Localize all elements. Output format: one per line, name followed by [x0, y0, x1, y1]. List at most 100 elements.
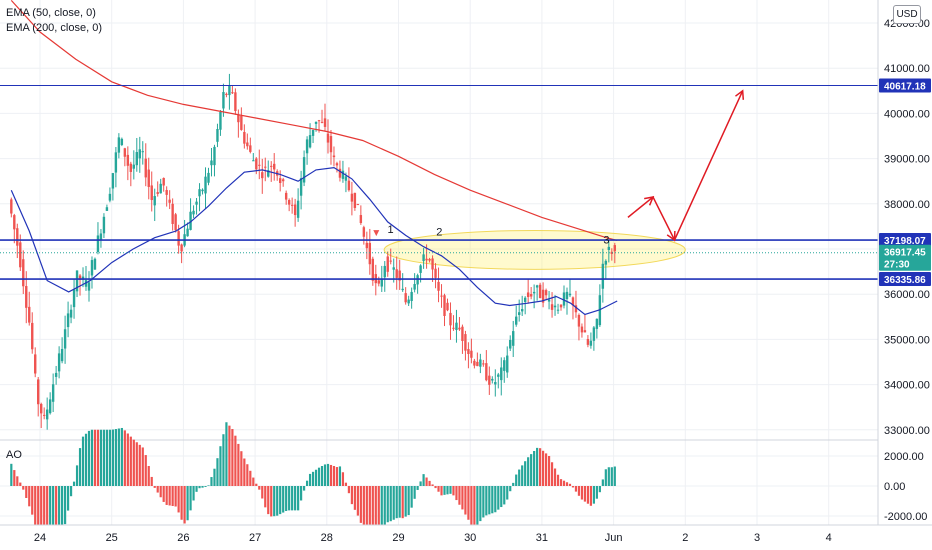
- ao-bar: [395, 486, 398, 519]
- candle-body: [39, 403, 43, 414]
- candle-body: [186, 228, 189, 237]
- ao-bar: [114, 429, 117, 486]
- ao-bar: [183, 486, 186, 524]
- ao-bar: [431, 484, 434, 486]
- ao-bar: [126, 433, 129, 486]
- ao-bar: [132, 439, 135, 486]
- ao-bar: [329, 464, 333, 486]
- candle-body: [377, 280, 380, 284]
- candle-body: [434, 268, 437, 278]
- ao-bar: [359, 486, 362, 523]
- ao-bar: [267, 486, 270, 515]
- candle-body: [213, 146, 216, 166]
- ao-bar: [55, 486, 58, 550]
- ao-bar: [356, 486, 359, 516]
- x-tick-label: 26: [177, 532, 189, 544]
- ao-bar: [347, 486, 351, 494]
- x-tick-label: 31: [536, 532, 548, 544]
- ao-bar: [461, 486, 464, 510]
- ao-bar: [288, 486, 291, 511]
- currency-button[interactable]: USD: [893, 5, 921, 24]
- ao-bar: [392, 486, 395, 520]
- arrow-head-icon: [644, 196, 655, 206]
- ao-bar: [150, 476, 153, 486]
- candle-body: [111, 173, 115, 189]
- candle-body: [538, 284, 542, 299]
- ao-bar: [586, 486, 590, 504]
- ao-bar: [374, 486, 377, 539]
- candle-body: [90, 260, 94, 276]
- candle-body: [207, 172, 210, 183]
- legend-ema50[interactable]: EMA (50, close, 0): [6, 7, 96, 19]
- candle-body: [589, 340, 593, 346]
- ao-bar: [69, 486, 73, 497]
- pattern-label: 2: [436, 226, 442, 238]
- candle-body: [299, 178, 303, 196]
- ao-bar: [398, 486, 401, 518]
- candle-body: [138, 149, 141, 159]
- candle-body: [440, 295, 443, 297]
- candle-body: [96, 235, 100, 253]
- ao-bar: [434, 486, 437, 489]
- ao-bar: [216, 458, 219, 486]
- candle-body: [476, 361, 479, 367]
- candle-body: [234, 92, 237, 111]
- ao-bar: [541, 450, 545, 486]
- time-axis-bg: [0, 525, 932, 550]
- candle-body: [526, 292, 530, 298]
- ao-bar: [470, 486, 473, 525]
- ao-bar: [147, 466, 150, 486]
- candle-body: [380, 278, 383, 287]
- candle-body: [120, 138, 124, 145]
- legend-ema200[interactable]: EMA (200, close, 0): [6, 22, 102, 34]
- candle-body: [102, 216, 106, 234]
- x-tick-label: 27: [249, 532, 261, 544]
- candle-body: [252, 160, 255, 162]
- ao-bar: [141, 447, 144, 486]
- candle-body: [595, 318, 599, 329]
- ao-bar: [488, 486, 491, 515]
- candle-body: [562, 292, 566, 306]
- ao-bar: [117, 428, 120, 486]
- candle-body: [317, 120, 321, 122]
- ao-bar: [452, 486, 455, 496]
- candle-body: [586, 339, 590, 345]
- ao-bar: [52, 486, 55, 546]
- ao-bar: [16, 476, 19, 486]
- ao-bar: [96, 429, 100, 486]
- candle-body: [601, 263, 605, 289]
- candle-body: [290, 204, 294, 206]
- ao-tick-label: 2000.00: [884, 451, 924, 463]
- candle-body: [60, 348, 64, 362]
- ao-bar: [294, 486, 297, 511]
- candle-body: [401, 288, 404, 291]
- candle-body: [87, 282, 91, 291]
- ao-bar: [332, 466, 336, 486]
- price-level-badge: 40617.18: [884, 82, 926, 93]
- ao-bar: [46, 486, 49, 550]
- legend-ao[interactable]: AO: [6, 449, 22, 461]
- ao-bar: [592, 486, 595, 504]
- ao-bar: [37, 486, 40, 539]
- annotations: 1 2 3: [373, 89, 745, 247]
- ao-tick-label: 0.00: [884, 481, 905, 493]
- ao-bar: [255, 483, 258, 486]
- candle-body: [31, 322, 34, 350]
- ao-bar: [180, 486, 183, 520]
- y-tick-label: 35000.00: [884, 334, 930, 346]
- candle-body: [264, 166, 267, 168]
- candle-body: [443, 295, 446, 316]
- candle-body: [66, 313, 70, 328]
- candle-body: [123, 148, 127, 157]
- candle-body: [22, 259, 25, 287]
- horizontal-levels[interactable]: [0, 85, 878, 280]
- candle-body: [320, 121, 324, 123]
- ao-bar: [497, 486, 500, 510]
- ao-bar: [512, 482, 515, 486]
- ao-bar: [84, 433, 88, 486]
- candle-body: [284, 192, 288, 200]
- candle-body: [497, 374, 500, 377]
- candle-body: [347, 180, 351, 191]
- ao-bar: [547, 456, 551, 486]
